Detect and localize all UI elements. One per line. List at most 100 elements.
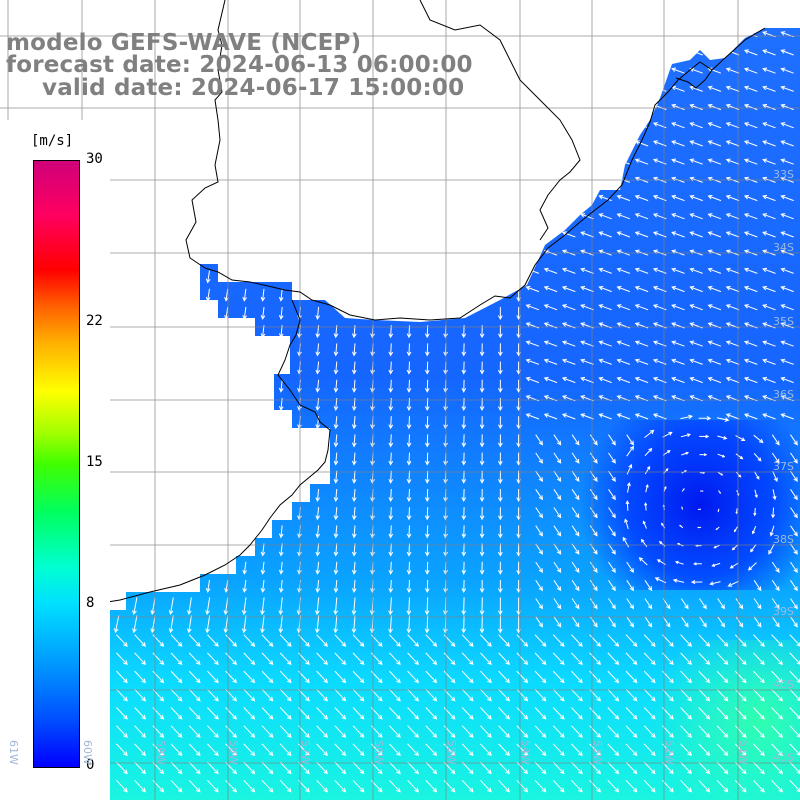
wind-arrow <box>543 285 558 293</box>
wind-arrow <box>278 579 284 593</box>
wind-arrow <box>598 304 612 311</box>
wind-arrow <box>424 561 430 575</box>
wind-arrow <box>315 379 321 393</box>
wind-arrow <box>580 376 594 384</box>
wind-arrow <box>134 779 147 793</box>
wind-arrow <box>634 140 649 147</box>
wind-arrow <box>479 488 485 503</box>
wind-arrow <box>406 470 412 484</box>
wind-arrow <box>589 470 598 482</box>
wind-arrow <box>689 85 703 92</box>
wind-arrow <box>352 707 365 720</box>
wind-arrow <box>461 579 467 594</box>
wind-arrow <box>553 452 562 464</box>
wind-arrow <box>461 615 467 634</box>
wind-arrow <box>743 231 758 238</box>
wind-arrow <box>389 634 401 647</box>
wind-arrow <box>553 598 562 610</box>
wind-arrow <box>205 270 211 284</box>
wind-arrow <box>461 779 474 793</box>
wind-arrow <box>134 743 147 757</box>
wind-arrow <box>616 285 631 293</box>
wind-arrow <box>534 743 547 757</box>
wind-arrow <box>780 340 794 347</box>
wind-arrow <box>498 743 511 757</box>
wind-arrow <box>315 615 320 634</box>
wind-arrow <box>261 761 274 775</box>
wind-arrow <box>598 213 612 220</box>
wind-arrow <box>497 452 503 466</box>
wind-arrow <box>461 688 474 702</box>
wind-arrow <box>333 507 339 521</box>
wind-arrow <box>170 652 183 666</box>
wind-arrow <box>693 562 702 566</box>
wind-arrow <box>480 725 492 738</box>
wind-arrow <box>616 231 631 238</box>
wind-arrow <box>351 488 357 503</box>
wind-arrow <box>589 434 598 446</box>
wind-arrow <box>743 267 758 274</box>
wind-arrow <box>643 688 656 702</box>
wind-arrow <box>571 580 580 592</box>
wind-arrow <box>388 579 394 594</box>
wind-arrow <box>690 579 703 585</box>
wind-arrow <box>671 231 685 238</box>
wind-arrow <box>680 616 689 628</box>
wind-arrow <box>425 743 438 757</box>
longitude-label: 60W <box>81 740 94 765</box>
wind-arrow <box>461 452 467 466</box>
wind-arrow <box>771 743 784 757</box>
wind-arrow <box>543 358 558 365</box>
wind-arrow <box>351 434 357 448</box>
wind-arrow <box>352 688 365 702</box>
wind-arrow <box>771 434 780 446</box>
wind-arrow <box>699 453 708 457</box>
longitude-label: 58W <box>227 740 240 765</box>
colorbar-tick-label: 15 <box>86 454 103 470</box>
wind-arrow <box>334 670 347 684</box>
wind-arrow <box>553 561 562 573</box>
wind-arrow <box>552 652 565 666</box>
wind-arrow <box>707 376 722 384</box>
wind-arrow <box>152 779 165 793</box>
wind-arrow <box>425 652 438 666</box>
wind-arrow <box>790 616 798 628</box>
wind-arrow <box>260 597 265 616</box>
wind-arrow <box>725 158 740 165</box>
wind-arrow <box>424 488 430 503</box>
wind-arrow <box>279 652 292 666</box>
wind-arrow <box>624 518 629 530</box>
wind-arrow <box>278 379 284 393</box>
wind-arrow <box>734 688 747 702</box>
wind-arrow <box>697 508 702 511</box>
wind-arrow <box>553 434 562 446</box>
wind-arrow <box>716 743 729 757</box>
wind-arrow <box>152 652 165 666</box>
wind-arrow <box>698 707 711 720</box>
wind-arrow <box>461 707 474 720</box>
wind-arrow <box>571 670 583 684</box>
wind-arrow <box>461 470 467 484</box>
wind-arrow <box>689 140 703 147</box>
wind-arrow <box>743 340 758 347</box>
wind-arrow <box>424 379 430 393</box>
wind-arrow <box>552 634 565 647</box>
wind-arrow <box>718 490 722 494</box>
wind-arrow <box>351 525 357 539</box>
wind-arrow <box>790 525 798 537</box>
wind-arrow <box>589 707 602 720</box>
wind-arrow <box>644 447 653 457</box>
wind-arrow <box>707 140 722 147</box>
wind-arrow <box>625 707 638 720</box>
wind-arrow <box>497 306 503 321</box>
wind-arrow <box>771 452 780 464</box>
wind-arrow <box>351 615 357 634</box>
wind-arrow <box>461 634 474 647</box>
wind-arrow <box>754 489 758 499</box>
wind-arrow <box>525 340 540 347</box>
wind-arrow <box>333 488 339 503</box>
wind-arrow <box>525 267 540 274</box>
wind-arrow <box>625 761 638 775</box>
wind-arrow <box>479 561 485 575</box>
wind-arrow <box>424 470 430 484</box>
